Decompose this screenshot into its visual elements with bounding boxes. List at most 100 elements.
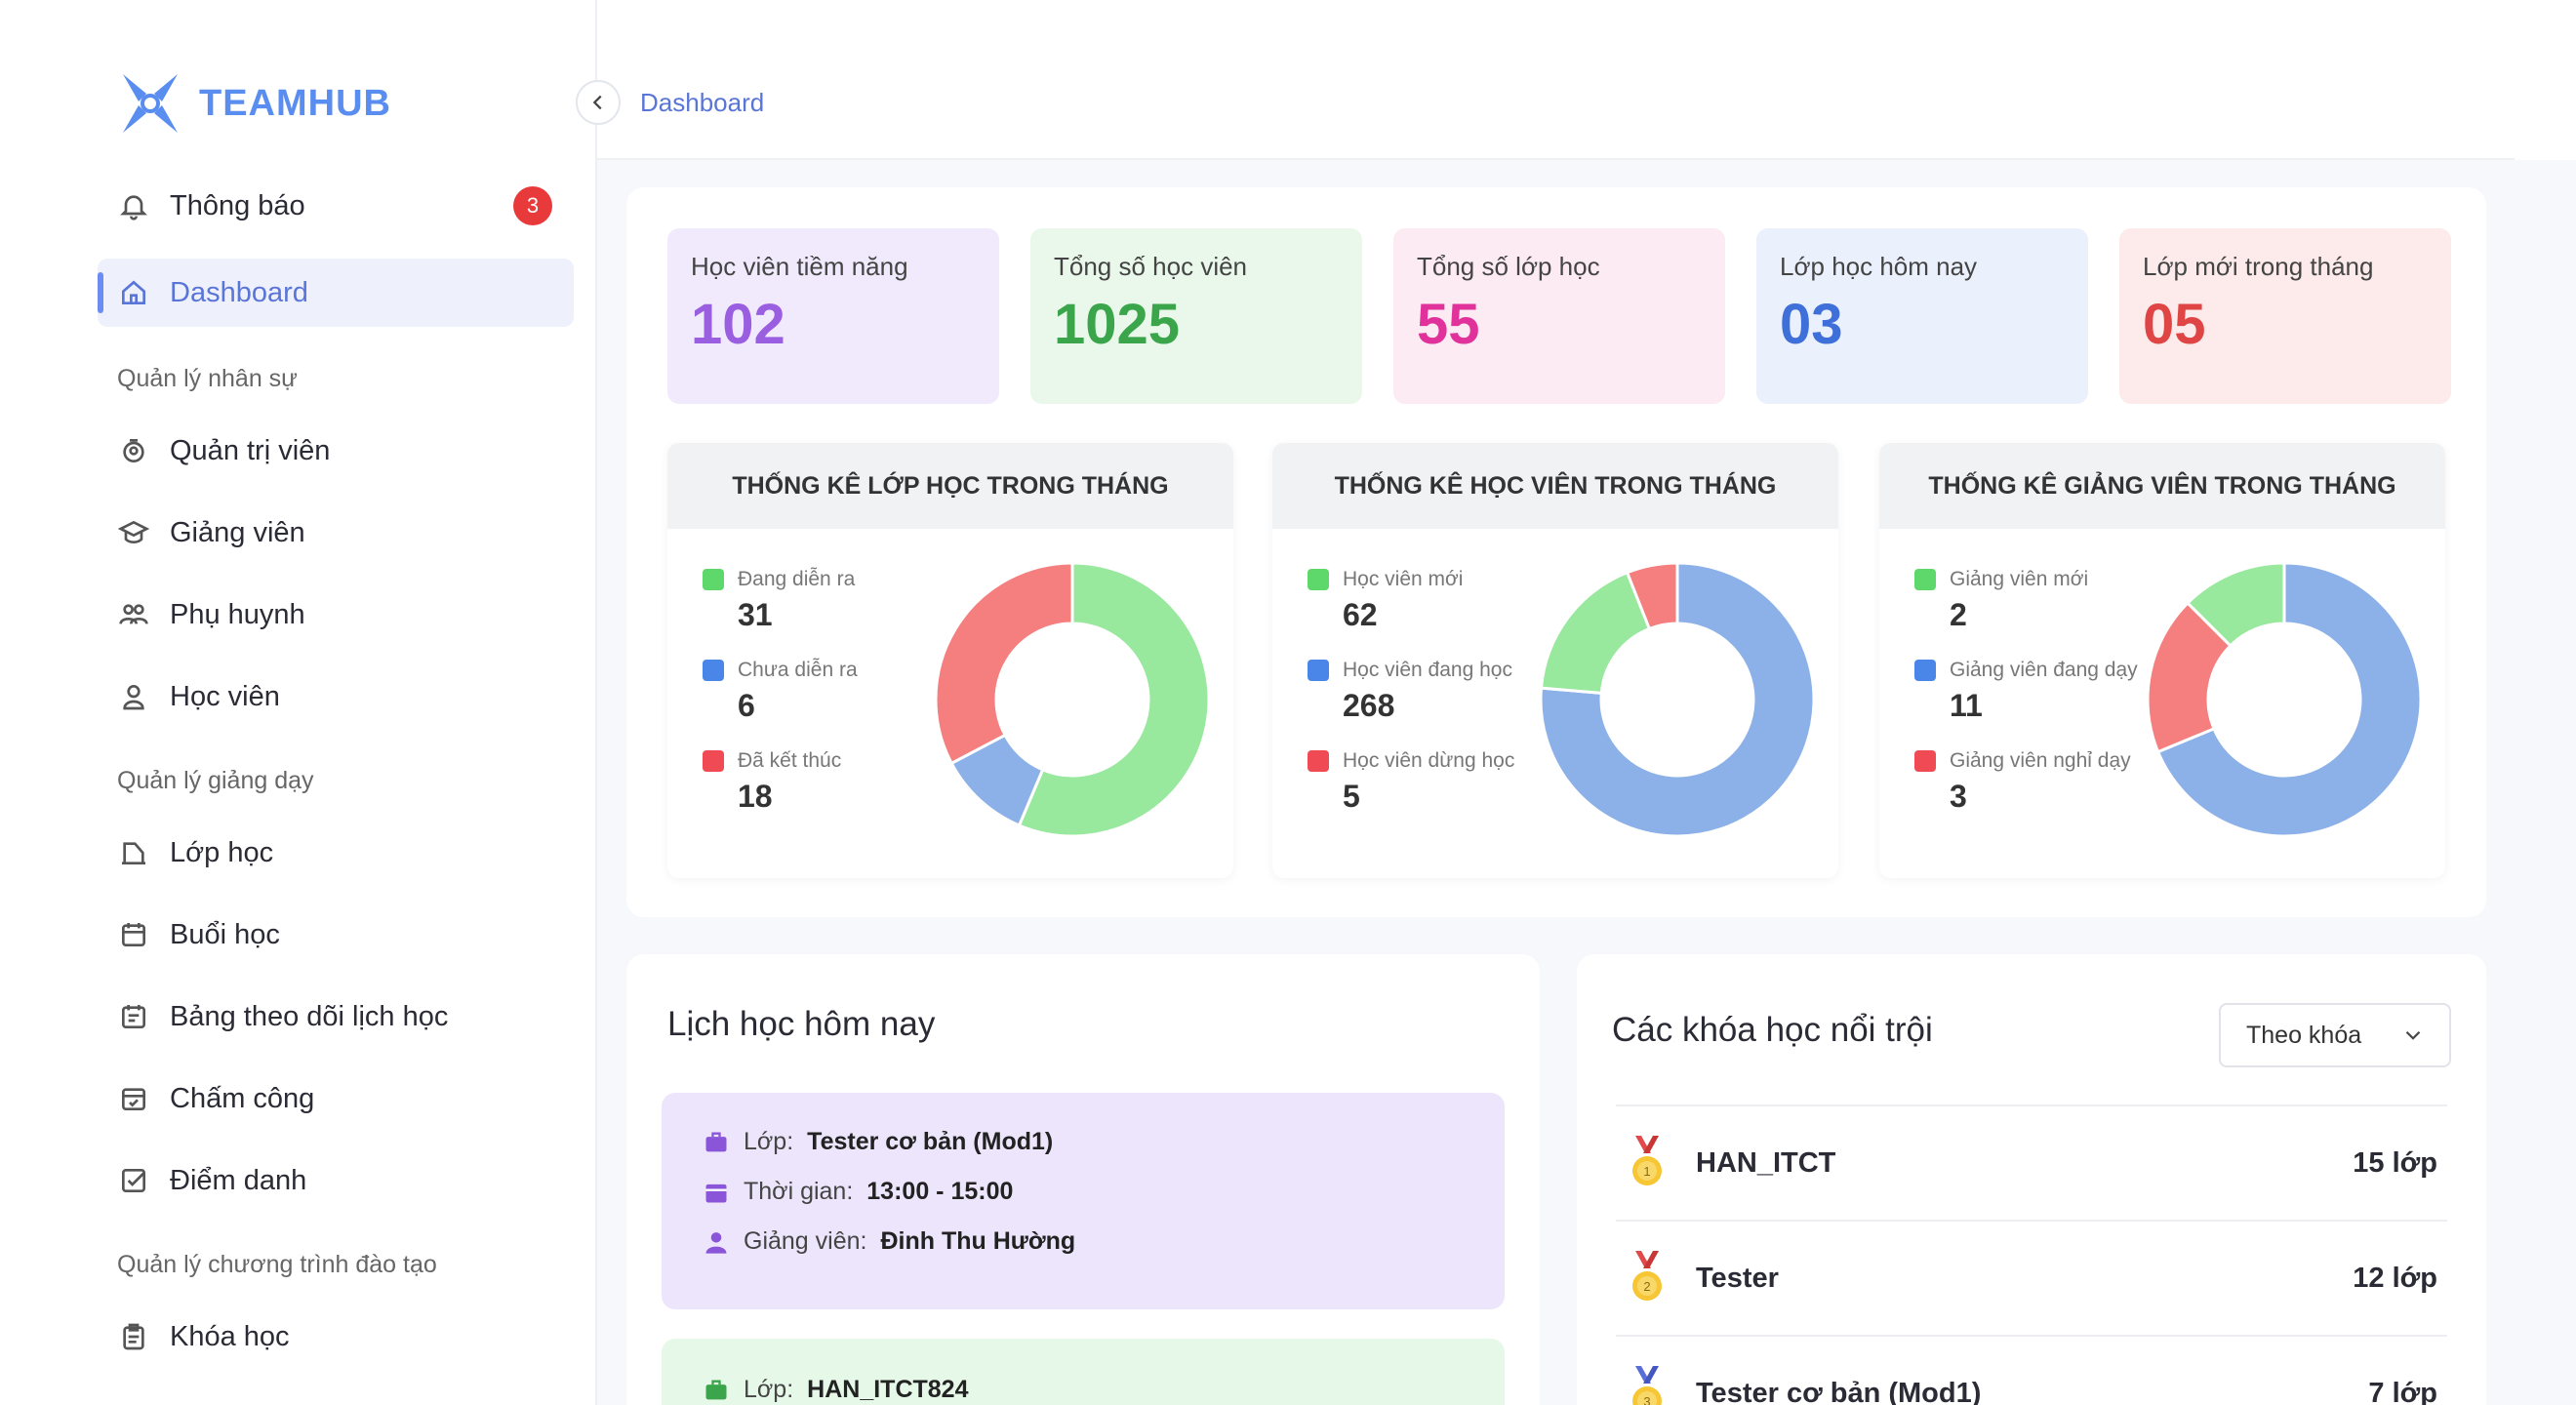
calendar-icon — [117, 918, 150, 951]
donut-slice-học-viên-dừng-học[interactable] — [1625, 561, 1679, 631]
breadcrumb[interactable]: Dashboard — [640, 88, 765, 117]
legend-swatch — [1308, 750, 1329, 772]
sidebar-item-parents[interactable]: Phụ huynh — [98, 581, 574, 649]
legend-label: Đang diễn ra — [738, 568, 856, 590]
sidebar-item-label: Buổi học — [170, 918, 280, 950]
stat-value: 03 — [1780, 293, 1843, 356]
legend-value: 62 — [1343, 597, 1378, 632]
person-icon — [705, 1231, 727, 1254]
checkbox-icon — [117, 1164, 150, 1197]
course-name: Tester — [1696, 1262, 1779, 1294]
bell-icon — [117, 189, 150, 222]
sidebar-item-teachers[interactable]: Giảng viên — [98, 499, 574, 567]
stat-card-total-classes: Tổng số lớp học 55 — [1393, 228, 1725, 404]
app-name: TEAMHUB — [199, 82, 391, 124]
stat-label: Lớp mới trong tháng — [2143, 252, 2374, 281]
stat-value: 102 — [691, 293, 785, 356]
section-label-hr: Quản lý nhân sự — [117, 365, 298, 392]
course-row[interactable]: 1 HAN_ITCT 15 lớp — [1616, 1104, 2447, 1220]
chart-title: THỐNG KÊ GIẢNG VIÊN TRONG THÁNG — [1879, 443, 2445, 529]
legend-item: Đã kết thúc 18 — [703, 749, 858, 815]
clipboard-icon — [117, 1320, 150, 1353]
stat-label: Lớp học hôm nay — [1780, 252, 1978, 281]
stat-label: Tổng số học viên — [1054, 252, 1248, 281]
chart-legend: Đang diễn ra 31 Chưa diễn ra 6 Đã kết th… — [703, 568, 858, 840]
sidebar-item-label: Lớp học — [170, 836, 274, 868]
course-filter-select[interactable]: Theo khóa — [2219, 1003, 2451, 1067]
donut-chart — [1539, 561, 1816, 838]
stat-card-new-classes-month: Lớp mới trong tháng 05 — [2119, 228, 2451, 404]
sidebar-item-notifications[interactable]: Thông báo 3 — [98, 172, 574, 240]
class-value: Tester cơ bản (Mod1) — [807, 1128, 1054, 1155]
collapse-sidebar-button[interactable] — [576, 80, 621, 125]
course-row[interactable]: 2 Tester 12 lớp — [1616, 1220, 2447, 1335]
donut-slice-đang-diễn-ra[interactable] — [1017, 561, 1211, 838]
selected-filter: Theo khóa — [2246, 1021, 2362, 1049]
home-icon — [117, 276, 150, 309]
chart-title: THỐNG KÊ LỚP HỌC TRONG THÁNG — [667, 443, 1233, 529]
calendar-check-icon — [117, 1082, 150, 1115]
legend-swatch — [1914, 750, 1936, 772]
legend-item: Học viên đang học 268 — [1308, 659, 1514, 724]
sidebar-item-label: Quản trị viên — [170, 434, 331, 466]
donut-slice-đã-kết-thúc[interactable] — [934, 561, 1074, 766]
course-name: HAN_ITCT — [1696, 1146, 1836, 1179]
legend-swatch — [1914, 569, 1936, 590]
sidebar-item-attendance[interactable]: Điểm danh — [98, 1146, 574, 1215]
stat-label: Tổng số lớp học — [1417, 252, 1600, 281]
legend-label: Đã kết thúc — [738, 749, 842, 772]
donut-slice-giảng-viên-mới[interactable] — [2185, 561, 2286, 648]
chart-legend: Học viên mới 62 Học viên đang học 268 Họ… — [1308, 568, 1514, 840]
stat-label: Học viên tiềm năng — [691, 252, 908, 281]
chart-legend: Giảng viên mới 2 Giảng viên đang dạy 11 … — [1914, 568, 2138, 840]
legend-swatch — [703, 569, 724, 590]
course-name: Tester cơ bản (Mod1) — [1696, 1377, 1982, 1405]
chart-card-classes: THỐNG KÊ LỚP HỌC TRONG THÁNG Đang diễn r… — [667, 443, 1233, 878]
stat-card-classes-today: Lớp học hôm nay 03 — [1756, 228, 2088, 404]
sidebar-item-students[interactable]: Học viên — [98, 662, 574, 731]
sidebar-item-schedule-tracker[interactable]: Bảng theo dõi lịch học — [98, 983, 574, 1051]
legend-swatch — [1308, 660, 1329, 681]
schedule-card[interactable]: Lớp: HAN_ITCT824 — [662, 1339, 1505, 1405]
legend-item: Học viên dừng học 5 — [1308, 749, 1514, 815]
donut-slice-học-viên-đang-học[interactable] — [1539, 561, 1816, 838]
medal-rank: 1 — [1643, 1164, 1650, 1179]
donut-chart — [2146, 561, 2423, 838]
schedule-card[interactable]: Lớp: Tester cơ bản (Mod1) Thời gian: 13:… — [662, 1093, 1505, 1309]
header-divider — [597, 158, 2515, 160]
donut-slice-giảng-viên-đang-dạy[interactable] — [2155, 561, 2423, 838]
schedule-time-row: Thời gian: 13:00 - 15:00 — [703, 1178, 1464, 1206]
sidebar-item-label: Phụ huynh — [170, 598, 305, 630]
teacher-label: Giảng viên: — [744, 1227, 867, 1255]
legend-value: 6 — [738, 688, 755, 723]
schedule-title: Lịch học hôm nay — [667, 1005, 936, 1043]
sidebar-item-dashboard[interactable]: Dashboard — [98, 259, 574, 327]
legend-item: Giảng viên nghỉ dạy 3 — [1914, 749, 2138, 815]
legend-swatch — [703, 750, 724, 772]
schedule-class-row: Lớp: HAN_ITCT824 — [703, 1376, 1464, 1404]
legend-swatch — [1308, 569, 1329, 590]
chart-card-students: THỐNG KÊ HỌC VIÊN TRONG THÁNG Học viên m… — [1272, 443, 1838, 878]
section-label-training: Quản lý chương trình đào tạo — [117, 1251, 437, 1278]
sidebar-item-sessions[interactable]: Buổi học — [98, 901, 574, 969]
sidebar-item-label: Bảng theo dõi lịch học — [170, 1000, 449, 1032]
sidebar-item-courses[interactable]: Khóa học — [98, 1303, 574, 1371]
schedule-class-row: Lớp: Tester cơ bản (Mod1) — [703, 1128, 1464, 1156]
legend-item: Giảng viên mới 2 — [1914, 568, 2138, 633]
user-icon — [117, 680, 150, 713]
sidebar-item-classes[interactable]: Lớp học — [98, 819, 574, 887]
sidebar-item-label: Chấm công — [170, 1082, 315, 1114]
schedule-board-icon — [117, 1000, 150, 1033]
legend-label: Giảng viên mới — [1950, 568, 2089, 590]
course-row[interactable]: 3 Tester cơ bản (Mod1) 7 lớp — [1616, 1335, 2447, 1405]
legend-value: 11 — [1950, 688, 1983, 723]
sidebar-item-label: Dashboard — [170, 276, 308, 308]
legend-value: 2 — [1950, 597, 1967, 632]
stat-value: 05 — [2143, 293, 2206, 356]
sidebar-item-admins[interactable]: Quản trị viên — [98, 417, 574, 485]
donut-chart — [934, 561, 1211, 838]
chevron-down-icon — [2405, 1030, 2421, 1040]
sidebar-item-timekeeping[interactable]: Chấm công — [98, 1064, 574, 1133]
logo[interactable]: TEAMHUB — [115, 68, 391, 139]
